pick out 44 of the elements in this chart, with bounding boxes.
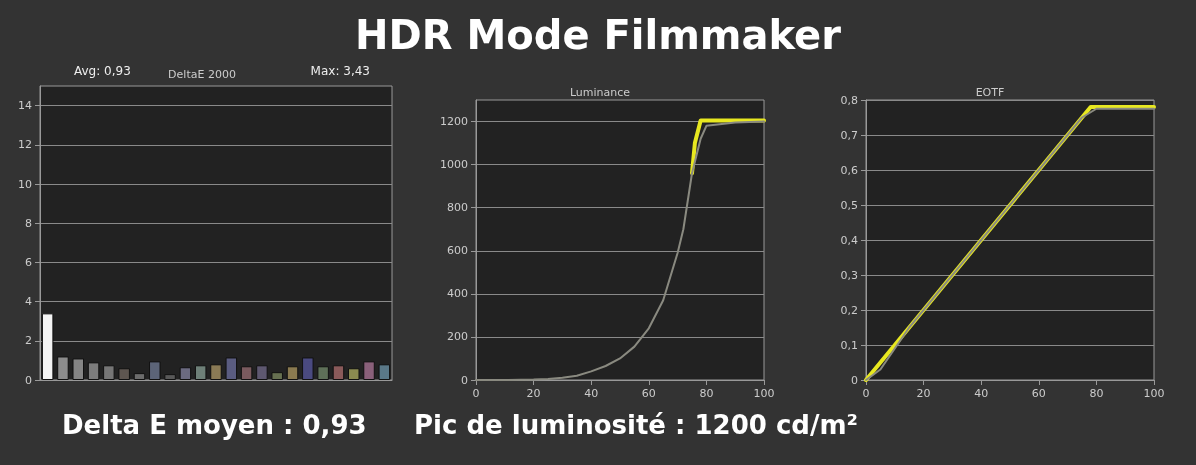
- y-tick-label: 12: [18, 138, 32, 152]
- text: Delta E moyen : 0,93: [62, 410, 367, 440]
- x-tick-label: 40: [584, 387, 599, 400]
- y-tick-label: 600: [447, 244, 468, 258]
- y-tick-label: 0: [461, 373, 468, 387]
- x-tick-label: 60: [641, 387, 656, 400]
- text: HDR Mode Filmmaker: [354, 12, 842, 58]
- y-tick-label: 400: [447, 287, 468, 301]
- y-tick-label: 0,4: [840, 233, 858, 247]
- y-tick-label: 0,2: [840, 303, 858, 317]
- y-tick-label: 0,8: [840, 93, 858, 107]
- x-tick-label: 20: [916, 387, 931, 400]
- y-tick-label: 0: [25, 373, 32, 387]
- y-tick-label: 8: [25, 216, 32, 230]
- x-tick-label: 60: [1031, 387, 1046, 400]
- text: Avg: 0,93: [74, 64, 131, 78]
- x-tick-label: 0: [472, 387, 480, 400]
- chart-title: Luminance: [569, 86, 631, 99]
- x-tick-label: 20: [526, 387, 541, 400]
- y-tick-label: 14: [18, 99, 32, 113]
- y-tick-label: 1000: [440, 158, 468, 172]
- x-tick-label: 80: [699, 387, 714, 400]
- x-tick-label: 0: [862, 387, 870, 400]
- x-tick-label: 100: [1143, 387, 1165, 400]
- x-tick-label: 80: [1089, 387, 1104, 400]
- x-tick-label: 100: [753, 387, 775, 400]
- y-tick-label: 1200: [440, 115, 468, 129]
- chart-title: DeltaE 2000: [168, 68, 236, 81]
- y-tick-label: 0,3: [840, 268, 858, 282]
- text: Pic de luminosité : 1200 cd/m²: [414, 410, 858, 440]
- y-tick-label: 200: [447, 330, 468, 344]
- y-tick-label: 0,6: [840, 163, 858, 177]
- y-tick-label: 10: [18, 177, 32, 191]
- y-tick-label: 4: [25, 295, 32, 309]
- y-tick-label: 0: [851, 373, 858, 387]
- y-tick-label: 0,5: [840, 198, 858, 212]
- y-tick-label: 0,1: [840, 338, 858, 352]
- y-tick-label: 2: [25, 334, 32, 348]
- y-tick-label: 0,7: [840, 128, 858, 142]
- y-tick-label: 6: [25, 255, 32, 269]
- x-tick-label: 40: [974, 387, 989, 400]
- y-tick-label: 800: [447, 201, 468, 215]
- text: Max: 3,43: [310, 64, 371, 78]
- chart-title: EOTF: [975, 86, 1005, 99]
